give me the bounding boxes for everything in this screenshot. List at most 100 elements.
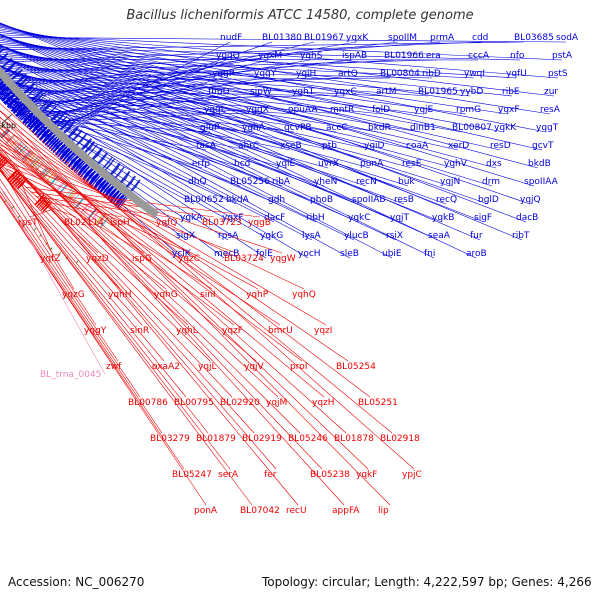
reverse-gene-label: BL05247 [172,470,212,480]
forward-gene-leader [0,88,287,169]
forward-gene-leader [0,74,313,241]
forward-gene-label: recN [356,177,377,187]
scale-tick-label: 2700 kbp [0,121,16,130]
forward-gene-label: ribE [502,87,520,97]
forward-gene-label: yocH [298,249,321,259]
forward-gene-label: mntR [330,105,354,115]
forward-gene-leader [2,102,195,205]
forward-gene-label: yqkB [432,213,454,223]
reverse-gene-label: yqgW [270,254,296,264]
cog-block [23,151,33,161]
forward-gene-label: yqgX [246,105,269,115]
forward-gene-label: yqfU [506,69,527,79]
reverse-gene-leader [0,168,253,506]
reverse-gene-label: yqhL [176,326,198,336]
reverse-gene-leader [0,103,415,470]
forward-gene-label: gdh [268,195,285,205]
reverse-gene-label: BL00786 [128,398,168,408]
forward-gene-arrow [34,123,47,136]
forward-gene-label: spoIIM [388,33,417,43]
reverse-gene-label: yqgY [84,326,107,336]
forward-gene-arrow [54,142,68,156]
forward-gene-label: bcd [234,159,250,169]
forward-gene-label: rpsA [218,231,239,241]
forward-gene-leader [0,44,435,259]
genome-stats-label: Topology: circular; Length: 4,222,597 bp… [262,575,592,589]
forward-gene-label: artM [376,87,397,97]
forward-gene-leader [0,78,329,169]
forward-gene-label: bkdR [368,123,391,133]
reverse-gene-leader [29,209,51,218]
forward-gene-arrow [90,173,102,187]
forward-gene-label: ribH [306,213,325,223]
forward-gene-label: bglD [478,195,499,205]
forward-gene-label: BL01380 [262,33,302,43]
reverse-gene-label: ypjC [402,470,422,480]
forward-gene-label: xerD [448,141,469,151]
reverse-gene-arrow [7,169,19,181]
forward-gene-label: yqxF [222,213,244,223]
reverse-gene-leader [0,127,325,398]
forward-gene-label: gcvPB [284,123,312,133]
forward-gene-label: fni [424,249,435,259]
forward-gene-label: dhQ [188,177,207,187]
cog-block [28,156,39,167]
forward-gene-leader [0,65,355,241]
forward-gene-leader [0,56,409,187]
reverse-gene-label: yqzI [314,326,332,336]
forward-gene-label: fur [470,231,483,241]
forward-gene-arrow [46,135,59,148]
forward-gene-label: yybD [460,87,483,97]
reverse-gene-label: yqzC [178,254,200,264]
forward-gene-label: sipW [250,87,272,97]
forward-gene-label: gluP [200,123,220,133]
reverse-gene-label: rpsT [18,218,38,228]
forward-gene-leader [0,22,523,241]
forward-gene-label: BL00652 [184,195,224,205]
forward-gene-arrow [67,154,81,168]
forward-gene-label: nudF [220,33,242,43]
forward-gene-label: yqkC [348,213,371,223]
reverse-gene-leader [0,135,301,434]
trna-gene-leader [0,185,106,375]
forward-gene-label: ylucB [344,231,369,241]
reverse-gene-label: appFA [332,506,360,516]
forward-gene-label: resD [490,141,511,151]
forward-gene-label: BL05256 [230,177,270,187]
forward-gene-label: yclK [172,249,192,259]
genome-backbone [0,65,160,219]
forward-gene-label: yqgP [212,69,235,79]
forward-gene-label: yqxF [498,105,520,115]
forward-gene-label: accC [326,123,348,133]
forward-gene-label: zur [544,87,558,97]
forward-gene-label: yqjE [414,105,434,115]
forward-gene-label: yqhA [242,123,266,133]
forward-gene-label: aroB [466,249,487,259]
reverse-gene-label: yqjL [198,362,217,372]
reverse-gene-leader [0,151,255,434]
forward-gene-leader [0,66,367,187]
forward-gene-label: yqjQ [520,195,541,205]
forward-gene-leader [0,68,371,169]
forward-gene-label: yqkA [180,213,203,223]
reverse-gene-label: BL02918 [380,434,420,444]
forward-gene-label: folE [256,249,273,259]
forward-gene-label: bkdA [226,195,250,205]
forward-gene-label: yqgL [204,105,226,115]
forward-gene-label: lysA [302,231,322,241]
forward-gene-label: sigX [176,231,195,241]
forward-gene-label: phoB [310,195,333,205]
cog-block [95,213,104,225]
reverse-gene-label: fer [264,470,277,480]
forward-gene-label: recQ [436,195,457,205]
reverse-gene-label: BL07042 [240,506,280,516]
forward-gene-label: dxs [486,159,502,169]
reverse-gene-label: yqzH [312,398,335,408]
reverse-gene-label: yqzG [62,290,85,300]
forward-gene-label: opuAA [288,105,318,115]
cog-block [99,217,109,229]
cog-block [68,192,78,203]
reverse-gene-leader [35,196,169,218]
forward-gene-leader [0,54,397,241]
forward-gene-label: yqgY [254,69,277,79]
